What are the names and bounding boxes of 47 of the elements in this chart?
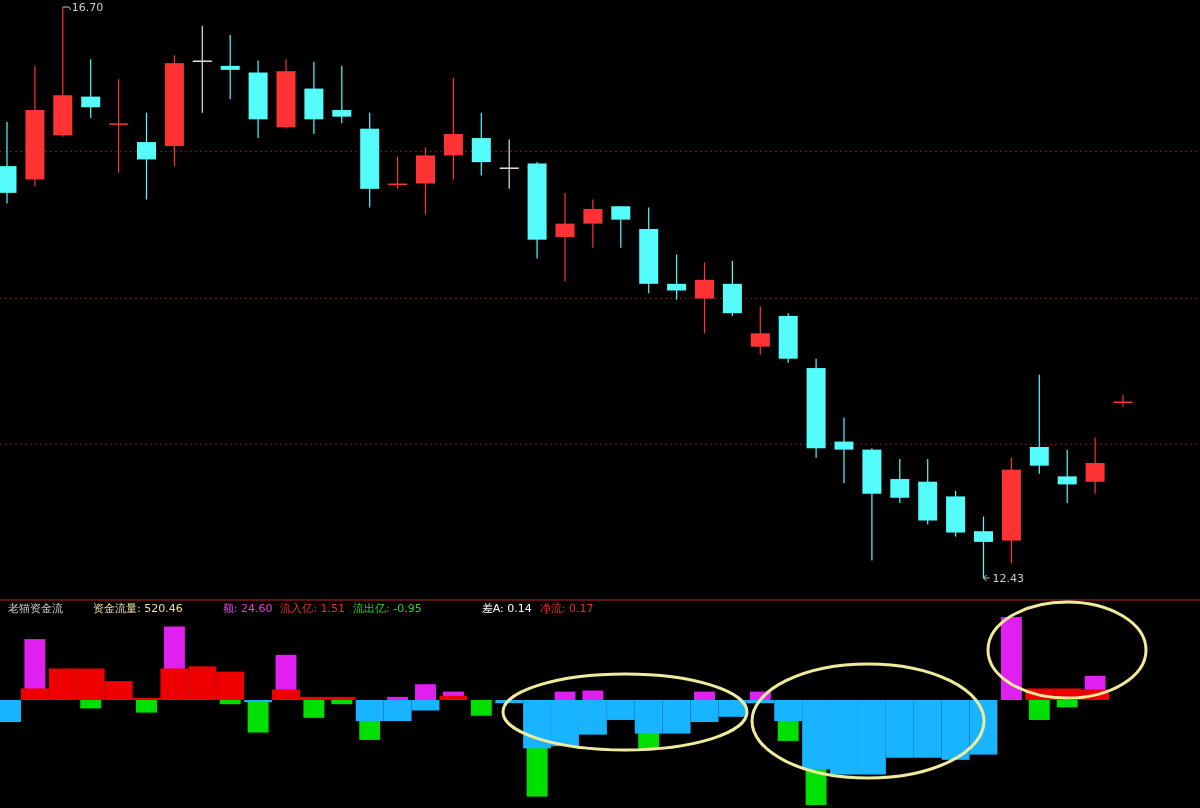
bar [470,700,492,716]
candlestick [1113,394,1133,408]
candlestick [332,65,352,124]
candlestick [555,192,575,282]
candlestick [890,458,910,504]
annotation: 12.43 [992,572,1024,585]
bar [80,700,102,709]
candlestick [1029,374,1049,475]
bar [1056,700,1078,708]
bar [1028,700,1050,720]
bar [554,691,576,700]
candlestick [750,305,770,356]
chart-title: 老猫资金流 [8,602,63,615]
candlestick [1085,436,1105,495]
bar [303,700,325,718]
candlestick [1057,449,1077,504]
bar [387,696,409,700]
text: 流出亿: -0.95 [353,602,422,615]
bar [136,700,157,713]
candlestick [192,25,212,114]
candlestick [109,78,129,174]
candlestick [834,416,854,484]
candlestick [499,138,519,190]
bar [244,700,273,703]
text: 额: 24.60 [222,602,273,615]
candlestick [695,261,714,334]
candlestick [443,77,463,181]
bar [1000,617,1022,700]
text: 差A: 0.14 [481,602,532,615]
bar [247,700,269,733]
candlestick [81,58,101,119]
candlestick [974,515,993,579]
annotation: 16.70 [71,1,104,14]
bar [582,690,604,700]
text: 资金流量: 520.46 [93,602,183,615]
candlestick [220,34,240,100]
candlestick [667,253,687,301]
candlestick [583,198,603,249]
text: 流入亿: 1.51 [280,602,346,615]
text: 净流: 0.17 [539,602,594,615]
bar [331,700,353,705]
candlestick [611,205,631,249]
bar [439,695,468,700]
candlestick [137,112,156,201]
bar [415,684,436,700]
bar [694,691,715,700]
bar [219,700,241,705]
